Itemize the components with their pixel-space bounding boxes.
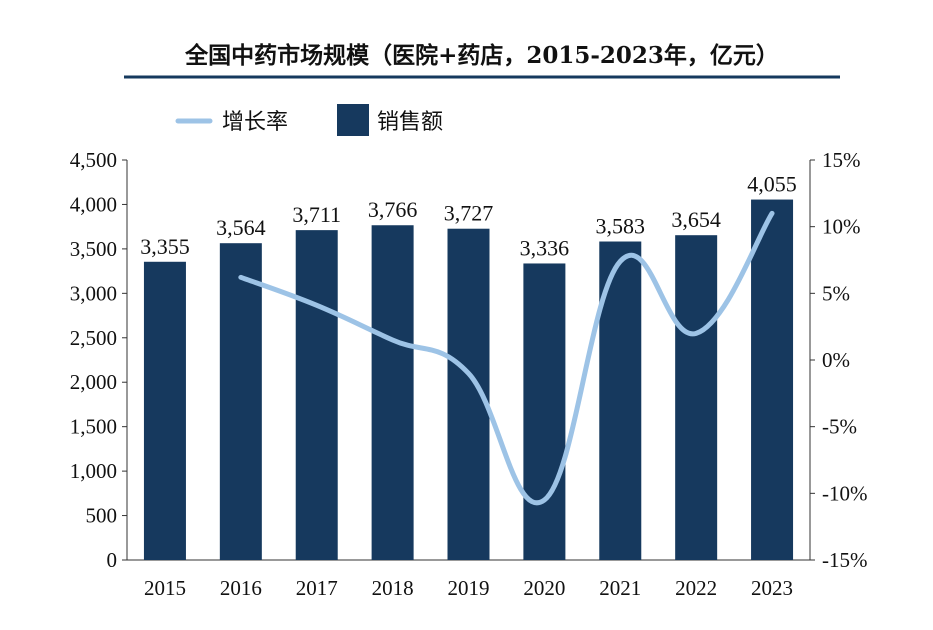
- right-tick-label: 15%: [822, 148, 861, 172]
- x-tick-label: 2021: [599, 576, 641, 600]
- left-tick-label: 2,000: [70, 370, 117, 394]
- left-tick-label: 0: [107, 548, 118, 572]
- legend-label-sales: 销售额: [377, 110, 443, 135]
- x-tick-label: 2019: [448, 576, 490, 600]
- left-tick-label: 3,500: [70, 237, 117, 261]
- x-tick-label: 2018: [372, 576, 414, 600]
- bar-2020: [523, 263, 566, 560]
- bar-2015: [143, 261, 186, 560]
- bar-value-label: 4,055: [747, 172, 797, 197]
- bar-2018: [371, 225, 414, 560]
- left-tick-label: 2,500: [70, 326, 117, 350]
- bar-2023: [751, 199, 794, 561]
- x-tick-label: 2023: [751, 576, 793, 600]
- legend: 增长率 销售额: [175, 104, 443, 136]
- left-tick-label: 500: [86, 504, 118, 528]
- legend-label-growth: 增长率: [222, 110, 288, 135]
- right-tick-label: -5%: [822, 415, 857, 439]
- bar-value-label: 3,336: [520, 235, 570, 260]
- x-tick-label: 2020: [523, 576, 565, 600]
- left-tick-label: 1,000: [70, 459, 117, 483]
- bar-2017: [295, 230, 338, 560]
- left-tick-label: 4,500: [70, 148, 117, 172]
- bar-value-label: 3,583: [596, 214, 646, 239]
- bar-2022: [675, 235, 718, 560]
- chart-title: 全国中药市场规模（医院+药店，2015-2023年，亿元）: [184, 42, 779, 69]
- legend-bar-swatch: [337, 104, 369, 136]
- bar-value-label: 3,711: [292, 202, 341, 227]
- right-tick-label: 5%: [822, 281, 850, 305]
- left-tick-label: 3,000: [70, 281, 117, 305]
- right-tick-label: -10%: [822, 481, 868, 505]
- x-tick-label: 2017: [296, 576, 338, 600]
- right-tick-label: -15%: [822, 548, 868, 572]
- x-tick-label: 2016: [220, 576, 262, 600]
- bar-value-label: 3,766: [368, 197, 418, 222]
- left-tick-label: 1,500: [70, 415, 117, 439]
- left-tick-label: 4,000: [70, 192, 117, 216]
- bar-value-label: 3,355: [140, 234, 190, 259]
- x-tick-label: 2022: [675, 576, 717, 600]
- bar-value-label: 3,727: [444, 201, 494, 226]
- bar-2016: [219, 243, 262, 560]
- right-tick-label: 0%: [822, 348, 850, 372]
- x-tick-label: 2015: [144, 576, 186, 600]
- bar-value-label: 3,564: [216, 215, 266, 240]
- right-tick-label: 10%: [822, 215, 861, 239]
- bar-value-label: 3,654: [671, 207, 721, 232]
- growth-rate-line: [238, 210, 775, 506]
